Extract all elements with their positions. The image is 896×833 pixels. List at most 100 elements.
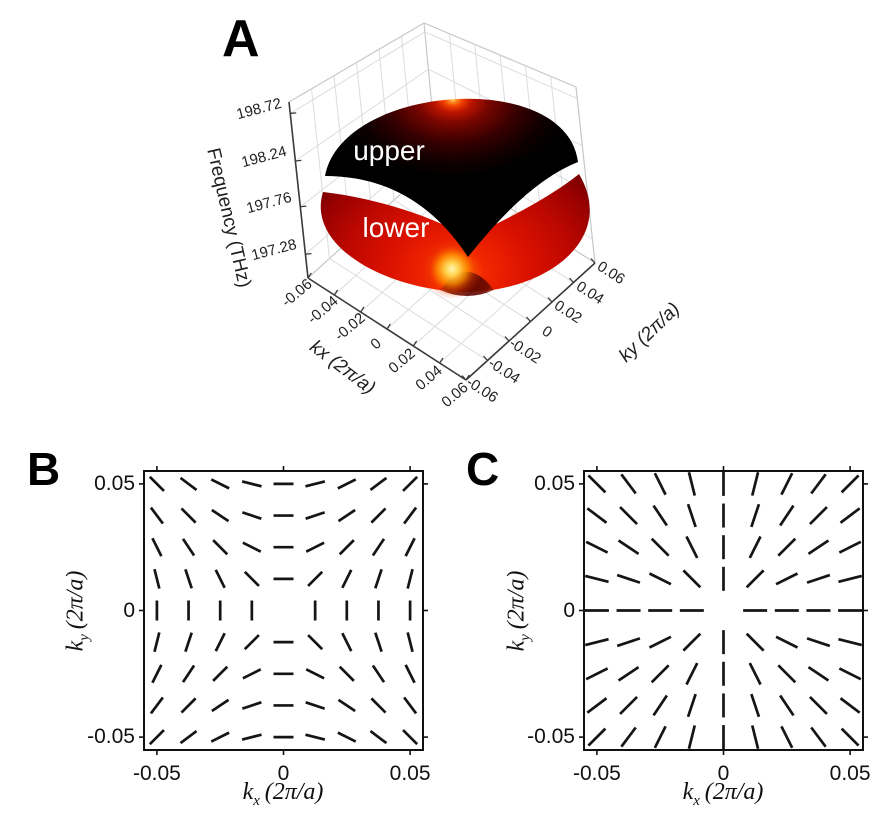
polarization-dash xyxy=(777,537,797,557)
x-tick xyxy=(307,272,312,279)
polarization-dash xyxy=(148,475,165,492)
polarization-dash xyxy=(305,733,326,741)
axes-lines xyxy=(288,101,596,381)
z-tick xyxy=(295,159,302,162)
polarization-dash xyxy=(151,664,163,684)
polarization-dash xyxy=(779,694,795,717)
polarization-dash xyxy=(775,635,799,649)
polarization-dash xyxy=(370,507,387,524)
polarization-dash xyxy=(653,725,667,749)
polarization-dash xyxy=(584,574,609,584)
polarization-dash xyxy=(241,511,262,520)
polarization-dash xyxy=(686,693,697,718)
polarization-dash xyxy=(750,725,760,750)
polarization-dash xyxy=(687,471,697,496)
polarization-dash xyxy=(750,471,760,496)
polarization-dash xyxy=(648,635,672,649)
polarization-dash xyxy=(650,537,670,557)
polarization-dash xyxy=(307,570,324,587)
panel-c-frame xyxy=(583,470,864,751)
polarization-dash xyxy=(809,506,828,525)
polarization-dash xyxy=(212,665,229,682)
polarization-dash xyxy=(184,632,193,653)
polarization-dash xyxy=(151,537,163,557)
z-tick xyxy=(305,252,312,255)
polarization-dash xyxy=(779,504,795,527)
polarization-dash xyxy=(839,507,861,524)
polarization-dash xyxy=(370,697,387,714)
polarization-dash xyxy=(241,701,262,710)
x-tick xyxy=(333,289,339,296)
polarization-dash xyxy=(838,574,863,584)
y-tick xyxy=(569,277,574,283)
polarization-dash xyxy=(750,503,761,528)
y-tick xyxy=(547,297,553,303)
polarization-dash xyxy=(652,504,668,527)
polarization-dash xyxy=(650,664,670,684)
polarization-dash xyxy=(337,478,357,490)
polarization-dash xyxy=(777,664,797,684)
polarization-dash xyxy=(585,667,609,681)
polarization-dash xyxy=(619,696,638,715)
polarization-dash xyxy=(403,696,418,715)
polarization-dash xyxy=(617,666,640,682)
y-tick xyxy=(483,355,488,361)
polarization-dash xyxy=(153,632,161,653)
polarization-dash xyxy=(687,725,697,750)
polarization-dash xyxy=(305,701,326,710)
polarization-dash xyxy=(406,568,414,589)
polarization-dash xyxy=(305,541,325,553)
polarization-dash xyxy=(149,696,164,715)
polarization-dash xyxy=(806,573,831,584)
polarization-dash xyxy=(838,540,862,554)
grid-line xyxy=(295,68,429,162)
polarization-dash xyxy=(214,632,226,652)
polarization-dash xyxy=(337,731,357,743)
polarization-dash xyxy=(211,508,230,523)
polarization-dash xyxy=(840,474,860,494)
panel-c-quiver xyxy=(579,466,868,755)
polarization-dash xyxy=(745,632,765,652)
polarization-dash xyxy=(210,731,230,743)
polarization-dash xyxy=(371,664,386,683)
z-tick xyxy=(290,112,297,115)
grid-line xyxy=(289,31,426,114)
polarization-dash xyxy=(748,662,762,686)
polarization-dash xyxy=(179,730,198,745)
polarization-dash xyxy=(305,480,326,488)
x-tick xyxy=(386,323,391,330)
polarization-dash xyxy=(341,632,353,652)
polarization-dash xyxy=(341,569,353,589)
polarization-dash xyxy=(148,729,165,746)
polarization-dash xyxy=(648,572,672,586)
polarization-dash xyxy=(210,478,230,490)
polarization-dash xyxy=(337,698,356,713)
x-tick xyxy=(465,374,470,381)
polarization-dash xyxy=(809,696,828,715)
polarization-dash xyxy=(181,538,196,557)
polarization-dash xyxy=(369,476,388,491)
polarization-dash xyxy=(211,698,230,713)
polarization-dash xyxy=(214,569,226,589)
polarization-dash xyxy=(181,664,196,683)
upper-band-surface xyxy=(325,98,578,257)
polarization-dash xyxy=(371,538,386,557)
polarization-dash xyxy=(305,511,326,520)
polarization-dash xyxy=(242,668,262,680)
polarization-dash xyxy=(685,535,699,559)
polarization-dash xyxy=(685,662,699,686)
y-tick xyxy=(590,258,596,264)
polarization-dash xyxy=(775,572,799,586)
polarization-dash xyxy=(153,568,161,589)
polarization-dash xyxy=(406,632,414,653)
polarization-dash xyxy=(241,480,262,488)
polarization-dash xyxy=(404,537,416,557)
polarization-dash xyxy=(587,474,607,494)
polarization-dash xyxy=(180,697,197,714)
panel-b-frame xyxy=(143,470,424,751)
polarization-dash xyxy=(810,473,827,495)
polarization-dash xyxy=(242,541,262,553)
polarization-dash xyxy=(682,569,702,589)
